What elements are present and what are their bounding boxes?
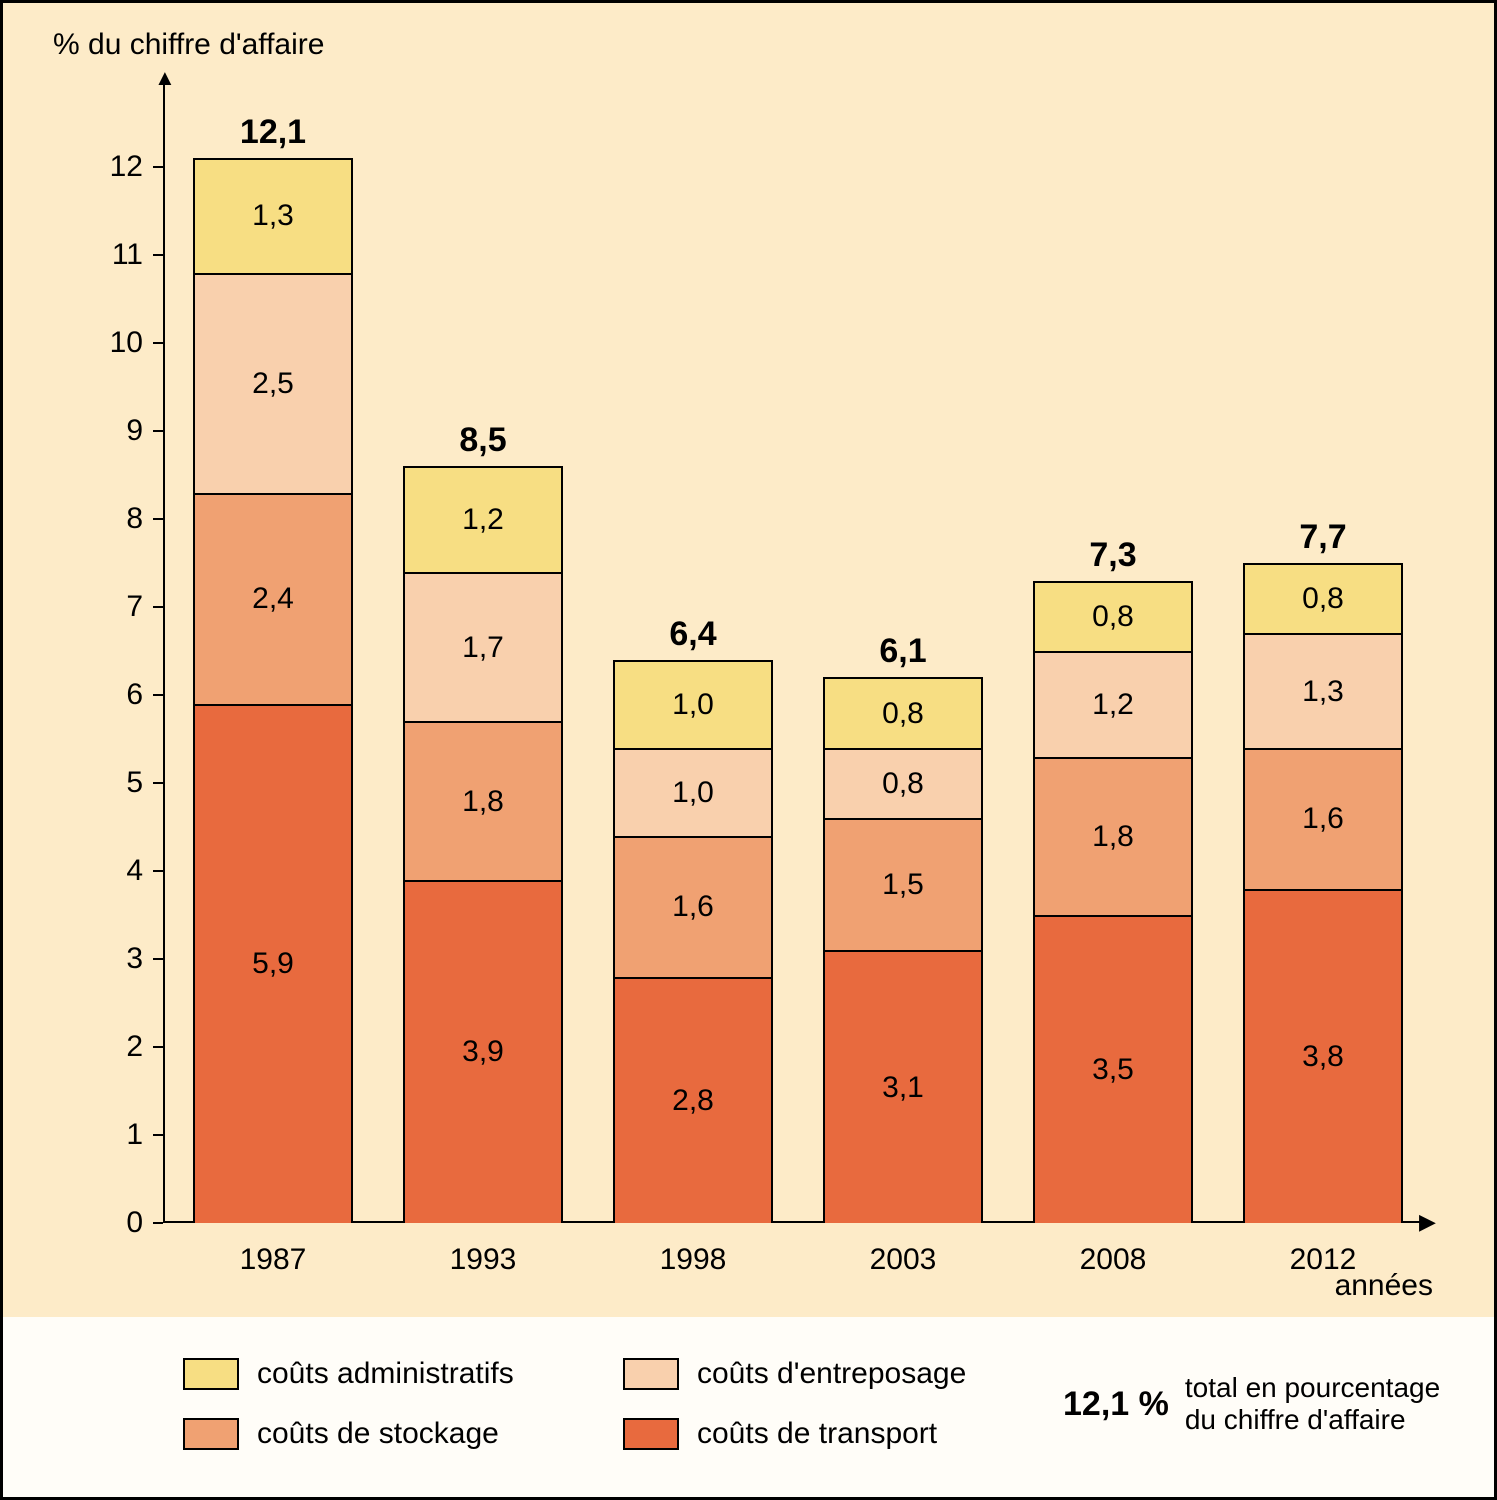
legend-note-line2: du chiffre d'affaire <box>1185 1404 1406 1435</box>
x-axis-arrow: ▶ <box>1419 1211 1436 1233</box>
legend-swatch-admin <box>183 1358 239 1390</box>
y-tick <box>153 1046 163 1048</box>
bar-segment-transport: 3,1 <box>823 950 983 1223</box>
bar-group: 8,51,21,71,83,91993 <box>403 466 563 1223</box>
bar-segment-admin: 0,8 <box>823 677 983 747</box>
bar-segment-stockage: 2,4 <box>193 493 353 704</box>
bar-segment-stockage: 1,8 <box>1033 757 1193 915</box>
legend-panel: coûts administratifs coûts de stockage c… <box>3 1317 1494 1497</box>
y-tick <box>153 166 163 168</box>
legend-note-text: total en pourcentage du chiffre d'affair… <box>1185 1372 1440 1436</box>
bar-segment-admin: 0,8 <box>1033 581 1193 651</box>
y-tick-label: 8 <box>126 502 143 536</box>
y-tick-label: 7 <box>126 590 143 624</box>
legend-swatch-transport <box>623 1418 679 1450</box>
bar-segment-entrepos: 1,0 <box>613 748 773 836</box>
bar-segment-admin: 1,0 <box>613 660 773 748</box>
y-tick-label: 9 <box>126 414 143 448</box>
bar-total-label: 7,7 <box>1243 518 1403 557</box>
bar-group: 6,41,01,01,62,81998 <box>613 660 773 1223</box>
bar-group: 7,70,81,31,63,82012 <box>1243 563 1403 1223</box>
chart-panel: ▲ ▶ % du chiffre d'affaire années 012345… <box>3 3 1494 1317</box>
x-category-label: 1987 <box>240 1243 307 1277</box>
bar-segment-admin: 1,3 <box>193 158 353 272</box>
legend-label-admin: coûts administratifs <box>257 1357 514 1391</box>
y-axis <box>163 83 165 1223</box>
bar-segment-transport: 3,9 <box>403 880 563 1223</box>
legend-item-admin: coûts administratifs <box>183 1357 514 1391</box>
bar-total-label: 6,1 <box>823 632 983 671</box>
legend-swatch-stockage <box>183 1418 239 1450</box>
x-category-label: 2003 <box>870 1243 937 1277</box>
y-tick-label: 4 <box>126 854 143 888</box>
chart-frame: ▲ ▶ % du chiffre d'affaire années 012345… <box>0 0 1497 1500</box>
bar-group: 12,11,32,52,45,91987 <box>193 158 353 1223</box>
y-axis-title: % du chiffre d'affaire <box>53 28 324 62</box>
bar-segment-stockage: 1,8 <box>403 721 563 879</box>
bar-total-label: 12,1 <box>193 113 353 152</box>
y-axis-arrow: ▲ <box>154 67 176 89</box>
bar-segment-stockage: 1,6 <box>613 836 773 977</box>
legend-item-stockage: coûts de stockage <box>183 1417 499 1451</box>
y-tick-label: 5 <box>126 766 143 800</box>
y-tick <box>153 694 163 696</box>
y-tick <box>153 958 163 960</box>
bar-group: 7,30,81,21,83,52008 <box>1033 581 1193 1223</box>
legend-label-entrepos: coûts d'entreposage <box>697 1357 966 1391</box>
y-tick <box>153 606 163 608</box>
x-category-label: 2008 <box>1080 1243 1147 1277</box>
bar-total-label: 8,5 <box>403 421 563 460</box>
bar-group: 6,10,80,81,53,12003 <box>823 677 983 1223</box>
y-tick <box>153 782 163 784</box>
y-tick-label: 1 <box>126 1118 143 1152</box>
legend-label-stockage: coûts de stockage <box>257 1417 499 1451</box>
bar-segment-entrepos: 0,8 <box>823 748 983 818</box>
bar-segment-entrepos: 1,7 <box>403 572 563 722</box>
legend-label-transport: coûts de transport <box>697 1417 937 1451</box>
plot-area: ▲ ▶ % du chiffre d'affaire années 012345… <box>163 123 1423 1223</box>
x-category-label: 2012 <box>1290 1243 1357 1277</box>
y-tick-label: 2 <box>126 1030 143 1064</box>
bar-segment-transport: 5,9 <box>193 704 353 1223</box>
bar-segment-admin: 0,8 <box>1243 563 1403 633</box>
bar-total-label: 7,3 <box>1033 536 1193 575</box>
legend-note-line1: total en pourcentage <box>1185 1372 1440 1403</box>
bar-segment-transport: 3,5 <box>1033 915 1193 1223</box>
bar-segment-transport: 3,8 <box>1243 889 1403 1223</box>
y-tick <box>153 254 163 256</box>
y-tick <box>153 430 163 432</box>
bar-segment-admin: 1,2 <box>403 466 563 572</box>
y-tick <box>153 1134 163 1136</box>
bar-segment-stockage: 1,5 <box>823 818 983 950</box>
y-tick-label: 11 <box>112 238 143 272</box>
legend-note-value: 12,1 % <box>1063 1385 1169 1424</box>
legend-item-transport: coûts de transport <box>623 1417 937 1451</box>
bar-segment-transport: 2,8 <box>613 977 773 1223</box>
bar-segment-entrepos: 1,2 <box>1033 651 1193 757</box>
y-tick-label: 3 <box>126 942 143 976</box>
y-tick <box>153 870 163 872</box>
y-tick <box>153 518 163 520</box>
y-tick-label: 0 <box>126 1206 143 1240</box>
y-tick <box>153 1222 163 1224</box>
legend-note: 12,1 % total en pourcentage du chiffre d… <box>1063 1372 1440 1436</box>
legend-swatch-entrepos <box>623 1358 679 1390</box>
y-tick-label: 10 <box>110 326 143 360</box>
bar-segment-stockage: 1,6 <box>1243 748 1403 889</box>
legend-item-entrepos: coûts d'entreposage <box>623 1357 966 1391</box>
x-category-label: 1998 <box>660 1243 727 1277</box>
bar-segment-entrepos: 2,5 <box>193 273 353 493</box>
bar-total-label: 6,4 <box>613 615 773 654</box>
bar-segment-entrepos: 1,3 <box>1243 633 1403 747</box>
y-tick-label: 12 <box>110 150 143 184</box>
y-tick <box>153 342 163 344</box>
x-category-label: 1993 <box>450 1243 517 1277</box>
y-tick-label: 6 <box>126 678 143 712</box>
